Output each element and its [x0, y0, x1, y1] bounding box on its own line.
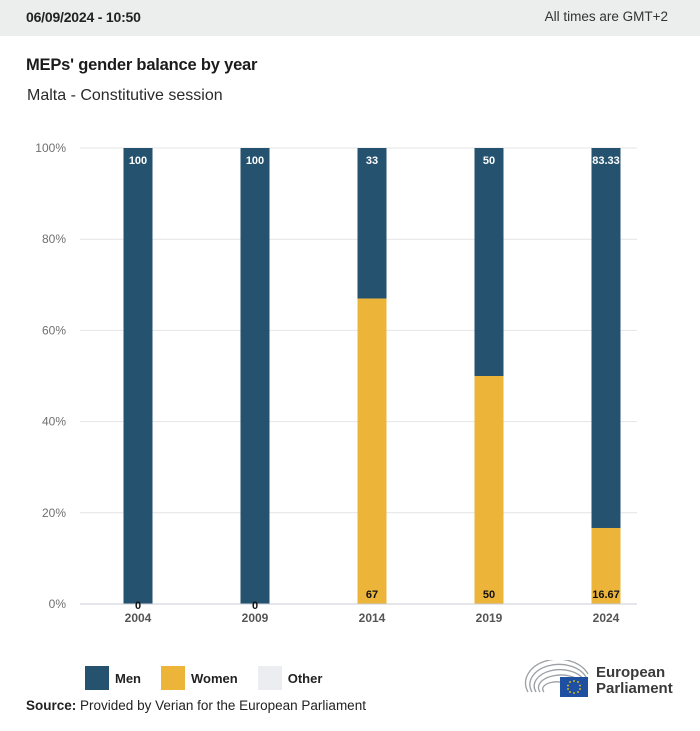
- data-label-men: 33: [366, 155, 378, 167]
- chart-subtitle: Malta - Constitutive session: [27, 87, 223, 104]
- datetime: 06/09/2024 - 10:50: [26, 9, 141, 25]
- european-parliament-logo: European Parliament: [524, 658, 684, 702]
- legend-swatch-other: [257, 666, 282, 690]
- y-tick-label: 100%: [35, 141, 66, 155]
- legend-item-other[interactable]: Other: [257, 666, 323, 690]
- legend-swatch-men: [85, 666, 109, 690]
- y-tick-label: 40%: [42, 415, 66, 429]
- logo-line-1: European: [596, 664, 666, 681]
- bar-men: [474, 148, 504, 376]
- data-label-women: 0: [252, 600, 258, 612]
- hemicycle-flag-icon: [524, 658, 589, 697]
- legend-item-men[interactable]: Men: [85, 666, 141, 690]
- y-tick-label: 0%: [49, 597, 67, 611]
- bar-women: [474, 376, 504, 604]
- data-label-men: 83.33: [592, 155, 620, 167]
- bar-men: [591, 148, 621, 528]
- bar-men: [123, 148, 153, 604]
- data-label-men: 100: [129, 155, 147, 167]
- x-tick-label: 2004: [125, 611, 152, 625]
- bar-women: [357, 298, 387, 604]
- y-tick-label: 20%: [42, 506, 66, 520]
- data-label-women: 0: [135, 600, 141, 612]
- legend: Men Women Other: [85, 666, 342, 690]
- x-tick-label: 2024: [593, 611, 620, 625]
- x-tick-label: 2019: [476, 611, 503, 625]
- source-label: Source:: [26, 698, 77, 713]
- logo-text: European Parliament: [596, 665, 673, 697]
- y-tick-label: 80%: [42, 232, 66, 246]
- data-labels: 100 0 100 0 33 67 50 50 83.33 16.67: [129, 155, 620, 612]
- bar-women: [591, 527, 621, 604]
- chart-title: MEPs' gender balance by year: [26, 56, 258, 74]
- data-label-women: 67: [366, 589, 378, 601]
- source-text: Provided by Verian for the European Parl…: [80, 698, 366, 713]
- x-tick-label: 2014: [359, 611, 386, 625]
- stacked-bar-chart: 0%20%40%60%80%100% 2004 2009 2014 2019 2024 …: [35, 141, 637, 625]
- legend-swatch-women: [161, 666, 185, 690]
- timezone-note: All times are GMT+2: [544, 9, 668, 24]
- data-label-men: 100: [246, 155, 264, 167]
- bar-men: [357, 148, 387, 299]
- data-label-women: 50: [483, 589, 495, 601]
- logo-line-2: Parliament: [596, 680, 673, 697]
- data-label-women: 16.67: [592, 589, 620, 601]
- y-tick-label: 60%: [42, 323, 66, 337]
- legend-item-women[interactable]: Women: [161, 666, 238, 690]
- bar-men: [240, 148, 270, 604]
- source-note: Source: Provided by Verian for the Europ…: [26, 698, 366, 713]
- x-tick-label: 2009: [242, 611, 269, 625]
- data-label-men: 50: [483, 155, 495, 167]
- y-axis-ticks: 0% 20% 40% 60% 80% 100%: [35, 141, 66, 611]
- bars: [123, 148, 621, 604]
- top-bar: 06/09/2024 - 10:50 All times are GMT+2: [0, 0, 700, 36]
- legend-label-other: Other: [287, 670, 323, 686]
- legend-label-women: Women: [191, 670, 238, 686]
- legend-label-men: Men: [115, 670, 141, 686]
- x-axis-ticks: 2004 2009 2014 2019 2024: [125, 611, 620, 625]
